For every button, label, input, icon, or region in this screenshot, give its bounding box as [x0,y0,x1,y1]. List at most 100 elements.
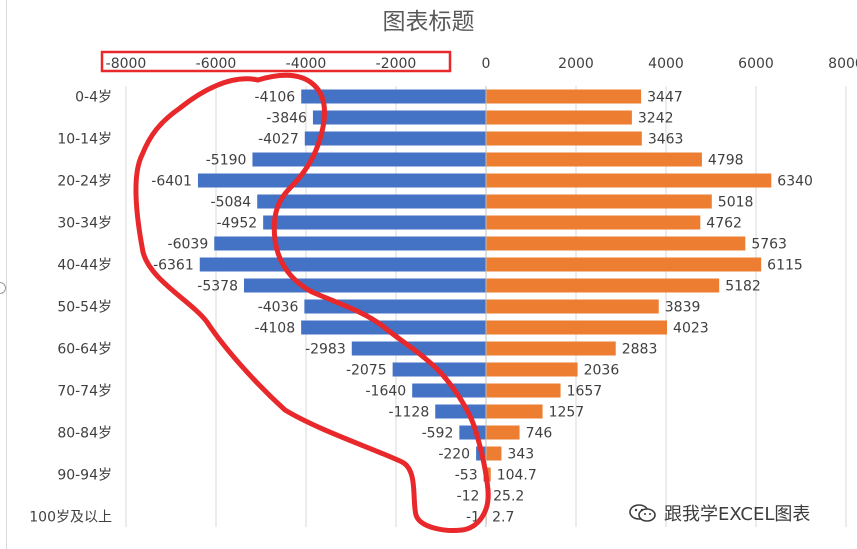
data-label: -1640 [366,384,407,400]
annotation-outline [133,72,491,533]
category-label: 90-94岁 [57,468,112,484]
data-label: 5182 [725,279,761,295]
watermark-text: 跟我学EXCEL图表 [664,504,811,525]
category-label: 0-4岁 [75,90,112,106]
data-label: 2883 [622,342,658,358]
data-label: -4027 [258,132,299,148]
data-label: 6115 [767,258,803,274]
bar [243,278,486,293]
data-label: 104.7 [497,468,537,484]
x-tick-label: -2000 [376,56,417,72]
data-label: -3846 [266,111,307,127]
data-label: 3447 [647,90,683,106]
chart-title: 图表标题 [382,9,475,35]
data-label: 3463 [648,132,684,148]
x-tick-label: 0 [482,56,491,72]
x-tick-label: -6000 [196,56,237,72]
bar [252,152,486,167]
bar [486,131,642,146]
bar [486,236,746,251]
bar [199,257,486,272]
x-tick-label: -8000 [106,56,147,72]
data-label: -220 [438,447,470,463]
data-label: 1657 [567,384,603,400]
bar [486,299,659,314]
data-label: 25.2 [493,489,524,505]
data-label: 4798 [708,153,744,169]
bar [486,110,632,125]
bar [486,173,772,188]
bar [197,173,486,188]
data-label: -4952 [216,216,257,232]
data-label: 2.7 [492,510,514,526]
data-label: -53 [455,468,478,484]
bar [257,194,486,209]
data-label: 5763 [751,237,787,253]
category-label: 50-54岁 [57,300,112,316]
bar [486,278,720,293]
bar [486,152,702,167]
data-label: 4023 [673,321,709,337]
data-label: -6401 [151,174,192,190]
category-label: 100岁及以上 [29,510,112,526]
data-label: 6340 [777,174,813,190]
data-label: 1257 [549,405,585,421]
bar [301,320,486,335]
x-tick-label: 2000 [558,56,594,72]
data-label: -2075 [346,363,387,379]
data-label: 3839 [665,300,701,316]
data-label: -4108 [254,321,295,337]
bar [486,383,561,398]
data-label: -6361 [153,258,194,274]
x-tick-label: 8000 [828,56,857,72]
data-label: 4762 [706,216,742,232]
data-label: 343 [507,447,534,463]
category-label: 70-74岁 [57,384,112,400]
x-tick-label: 6000 [738,56,774,72]
data-label: 746 [526,426,553,442]
data-label: -12 [457,489,480,505]
bar [486,89,642,104]
x-tick-label: -4000 [286,56,327,72]
category-label: 20-24岁 [57,174,112,190]
chart-frame-edge [0,0,7,549]
bar [304,131,486,146]
data-label: -5378 [197,279,238,295]
bar [486,194,712,209]
data-label: -4106 [255,90,296,106]
category-label: 10-14岁 [57,132,112,148]
bar [312,110,486,125]
bar [214,236,486,251]
bar [351,341,486,356]
bar [486,446,502,461]
category-label: 30-34岁 [57,216,112,232]
bar [486,425,520,440]
bar [486,215,701,230]
watermark: 跟我学EXCEL图表 [628,500,810,526]
bar [263,215,486,230]
category-label: 60-64岁 [57,342,112,358]
x-tick-label: 4000 [648,56,684,72]
data-label: 2036 [584,363,620,379]
data-label: -592 [422,426,454,442]
bar [412,383,486,398]
data-label: -2983 [305,342,346,358]
data-label: 3242 [638,111,674,127]
bar [486,257,762,272]
bar [486,341,616,356]
category-label: 80-84岁 [57,426,112,442]
bar [435,404,486,419]
bar [486,404,543,419]
wechat-icon [629,504,656,522]
bar [486,362,578,377]
bar [301,89,486,104]
data-label: 5018 [718,195,754,211]
data-label: -6039 [168,237,209,253]
annotation-box [100,50,452,73]
data-label: -4036 [258,300,299,316]
bar [486,320,668,335]
data-label: -5190 [206,153,247,169]
data-label: -5084 [211,195,252,211]
data-label: -1128 [389,405,430,421]
